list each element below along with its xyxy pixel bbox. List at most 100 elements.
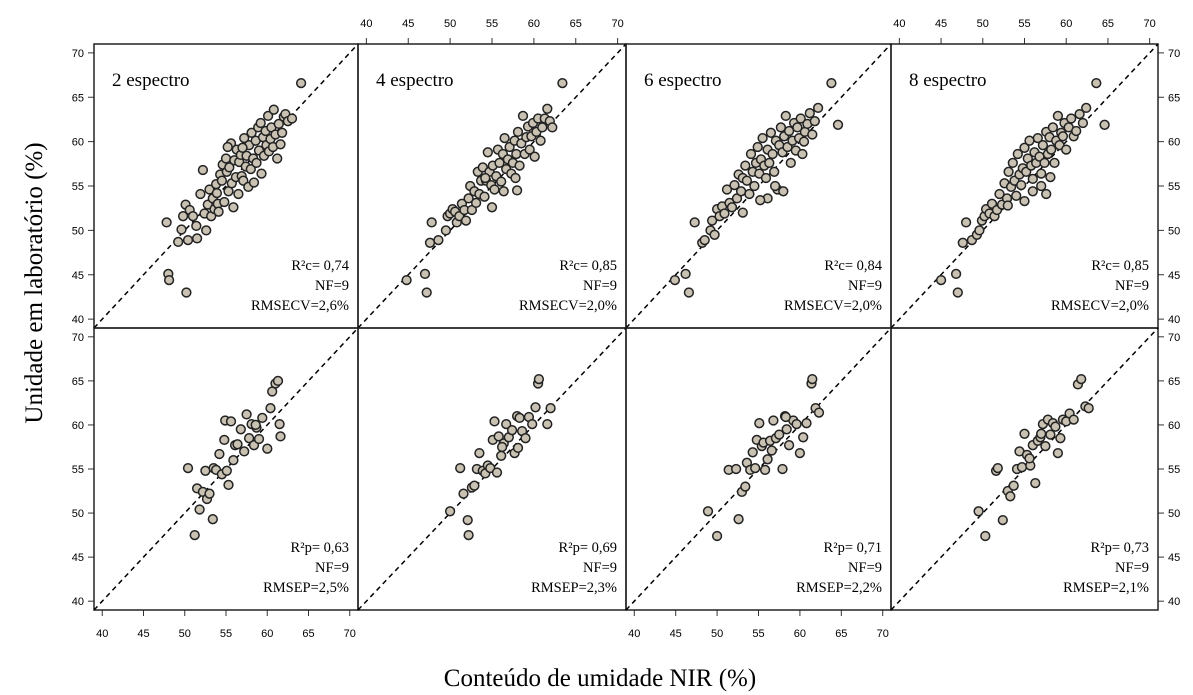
data-point xyxy=(511,185,523,196)
data-point xyxy=(785,157,796,169)
y-tick-label: 55 xyxy=(72,181,84,193)
x-tick-label: 40 xyxy=(628,628,640,640)
data-point xyxy=(769,166,780,177)
x-tick-label: 40 xyxy=(96,628,108,640)
y-tick-label: 40 xyxy=(72,314,84,326)
data-point xyxy=(510,172,521,184)
data-point xyxy=(462,514,473,526)
data-point xyxy=(757,132,768,144)
data-point xyxy=(512,126,524,138)
y-tick-label: 45 xyxy=(1168,552,1180,564)
data-point xyxy=(1040,440,1051,452)
data-point xyxy=(737,207,748,218)
data-point xyxy=(463,529,474,541)
data-point xyxy=(1076,373,1087,385)
data-point xyxy=(754,418,765,429)
data-point xyxy=(161,217,172,228)
y-tick-label: 50 xyxy=(1168,225,1180,237)
data-point xyxy=(1032,132,1043,144)
stat-text: RMSEP=2,2% xyxy=(796,580,882,596)
data-point xyxy=(421,287,432,298)
data-point xyxy=(195,188,206,200)
x-tick-label: 65 xyxy=(835,628,847,640)
data-point xyxy=(749,180,760,192)
data-point xyxy=(286,113,298,124)
data-point xyxy=(1036,180,1047,192)
data-point xyxy=(197,164,209,176)
data-point xyxy=(542,418,553,430)
data-point xyxy=(274,418,285,430)
data-point xyxy=(960,217,972,228)
data-point xyxy=(517,110,529,122)
data-point xyxy=(1027,173,1038,185)
data-point xyxy=(1036,168,1047,179)
data-point xyxy=(219,434,230,446)
data-point xyxy=(245,163,256,175)
data-point xyxy=(804,108,815,119)
data-point xyxy=(256,168,267,179)
stat-text: R²p= 0,63 xyxy=(291,540,349,556)
data-point xyxy=(469,480,480,491)
x-tick-label: 45 xyxy=(402,18,414,30)
data-point xyxy=(1071,125,1082,137)
data-point xyxy=(265,403,276,414)
data-point xyxy=(191,233,203,244)
stat-text: RMSECV=2,6% xyxy=(251,298,349,314)
data-point xyxy=(1049,157,1060,169)
data-point xyxy=(251,157,262,169)
x-tick-label: 50 xyxy=(977,18,989,30)
data-point xyxy=(542,103,553,114)
x-tick-label: 55 xyxy=(752,628,764,640)
stat-text: R²c= 0,74 xyxy=(291,258,349,274)
data-point xyxy=(237,142,248,153)
stat-text: R²p= 0,71 xyxy=(824,540,882,556)
data-point xyxy=(1030,477,1041,489)
data-point xyxy=(530,402,541,413)
data-point xyxy=(783,125,795,137)
data-point xyxy=(479,191,490,202)
panel-calibration-3: 6 espectro R²c= 0,84 NF=9 RMSECV=2,0% xyxy=(625,43,892,329)
data-point xyxy=(741,175,753,186)
y-tick-label: 50 xyxy=(72,225,84,237)
data-point xyxy=(767,148,778,160)
data-point xyxy=(1016,179,1027,191)
data-point xyxy=(535,135,546,146)
data-point xyxy=(766,445,777,456)
x-tick-label: 70 xyxy=(344,628,356,640)
data-point xyxy=(499,132,510,144)
data-point xyxy=(801,418,812,429)
data-point xyxy=(745,148,757,160)
data-point xyxy=(213,206,224,217)
data-point xyxy=(520,433,531,444)
data-point xyxy=(224,162,235,173)
data-point xyxy=(511,148,522,160)
data-point xyxy=(235,424,246,435)
data-point xyxy=(795,113,806,124)
data-point xyxy=(496,450,507,461)
ticks-layer: 40 45 50 55 60 65 70 40 45 50 55 60 65 70 40 45 50 55 60 65… xyxy=(72,18,1181,640)
data-point xyxy=(401,274,412,286)
y-axis-title: Unidade em laboratório (%) xyxy=(21,142,48,423)
y-axis-ticks: 40 45 50 55 60 65 70 xyxy=(1158,332,1180,608)
data-point xyxy=(506,425,518,436)
data-point xyxy=(233,188,244,200)
data-point xyxy=(1024,135,1035,146)
data-point xyxy=(275,431,286,442)
data-point xyxy=(246,127,257,138)
data-point xyxy=(792,122,803,133)
identity-line xyxy=(93,43,359,329)
data-point xyxy=(994,188,1005,200)
x-tick-label: 70 xyxy=(877,628,889,640)
data-point xyxy=(177,211,189,222)
x-tick-label: 60 xyxy=(1060,18,1072,30)
data-point xyxy=(496,441,508,453)
data-point xyxy=(807,373,818,385)
data-point xyxy=(744,188,755,200)
stat-text: R²p= 0,73 xyxy=(1091,540,1149,556)
data-point xyxy=(765,127,777,138)
y-tick-label: 50 xyxy=(72,508,84,520)
data-point xyxy=(1011,190,1022,201)
data-point xyxy=(1091,77,1102,89)
panel-calibration-2: 4 espectro R²c= 0,85 NF=9 RMSECV=2,0% xyxy=(357,43,627,329)
